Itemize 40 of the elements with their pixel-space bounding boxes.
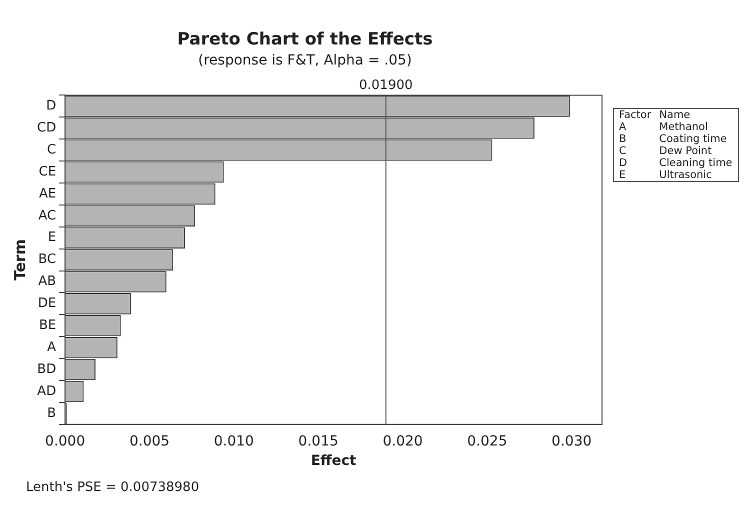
text: Lenth's PSE = 0.00738980 xyxy=(26,480,200,495)
chart-subtitle: (response is F&T, Alpha = .05) xyxy=(198,52,412,68)
y-tick-label: B xyxy=(47,406,56,421)
x-tick-label: 0.020 xyxy=(382,433,423,450)
text: Dew Point xyxy=(659,145,713,157)
chart-title: Pareto Chart of the Effects xyxy=(177,30,433,50)
x-tick-label: 0.000 xyxy=(45,433,86,450)
text: Ultrasonic xyxy=(659,169,713,182)
y-tick-label: AC xyxy=(38,208,56,224)
text: A xyxy=(618,121,628,133)
y-tick-label: AB xyxy=(38,274,56,290)
text: C xyxy=(618,145,628,157)
ref-line-label: 0.01900 xyxy=(359,78,413,94)
text: E xyxy=(618,169,627,182)
x-tick-label: 0.005 xyxy=(129,433,170,450)
y-tick-label: BC xyxy=(38,252,56,268)
text: D xyxy=(618,157,628,169)
text: Cleaning time xyxy=(659,157,734,169)
y-tick-label: CD xyxy=(36,120,56,136)
y-axis-title: Term xyxy=(10,239,29,281)
x-tick-label: 0.015 xyxy=(298,433,338,450)
y-tick-label: BE xyxy=(38,318,56,334)
y-tick-label: CE xyxy=(38,164,56,180)
x-tick-label: 0.025 xyxy=(467,433,508,450)
x-tick-label: 0.010 xyxy=(214,433,254,450)
text: Coating time xyxy=(659,133,728,145)
y-tick-label: E xyxy=(48,230,56,246)
text: B xyxy=(618,133,628,145)
y-tick-label: C xyxy=(47,142,56,158)
text: Factor xyxy=(618,108,652,121)
y-tick-label: D xyxy=(46,98,56,114)
y-tick-label: AD xyxy=(37,384,56,399)
text: Methanol xyxy=(659,121,709,133)
y-tick-label: AE xyxy=(38,186,56,202)
text: Name xyxy=(659,108,692,121)
x-axis-title: Effect xyxy=(310,453,357,470)
y-tick-label: DE xyxy=(38,296,56,312)
x-tick-label: 0.030 xyxy=(552,433,592,450)
y-tick-label: A xyxy=(47,340,56,355)
y-tick-label: BD xyxy=(37,362,56,377)
